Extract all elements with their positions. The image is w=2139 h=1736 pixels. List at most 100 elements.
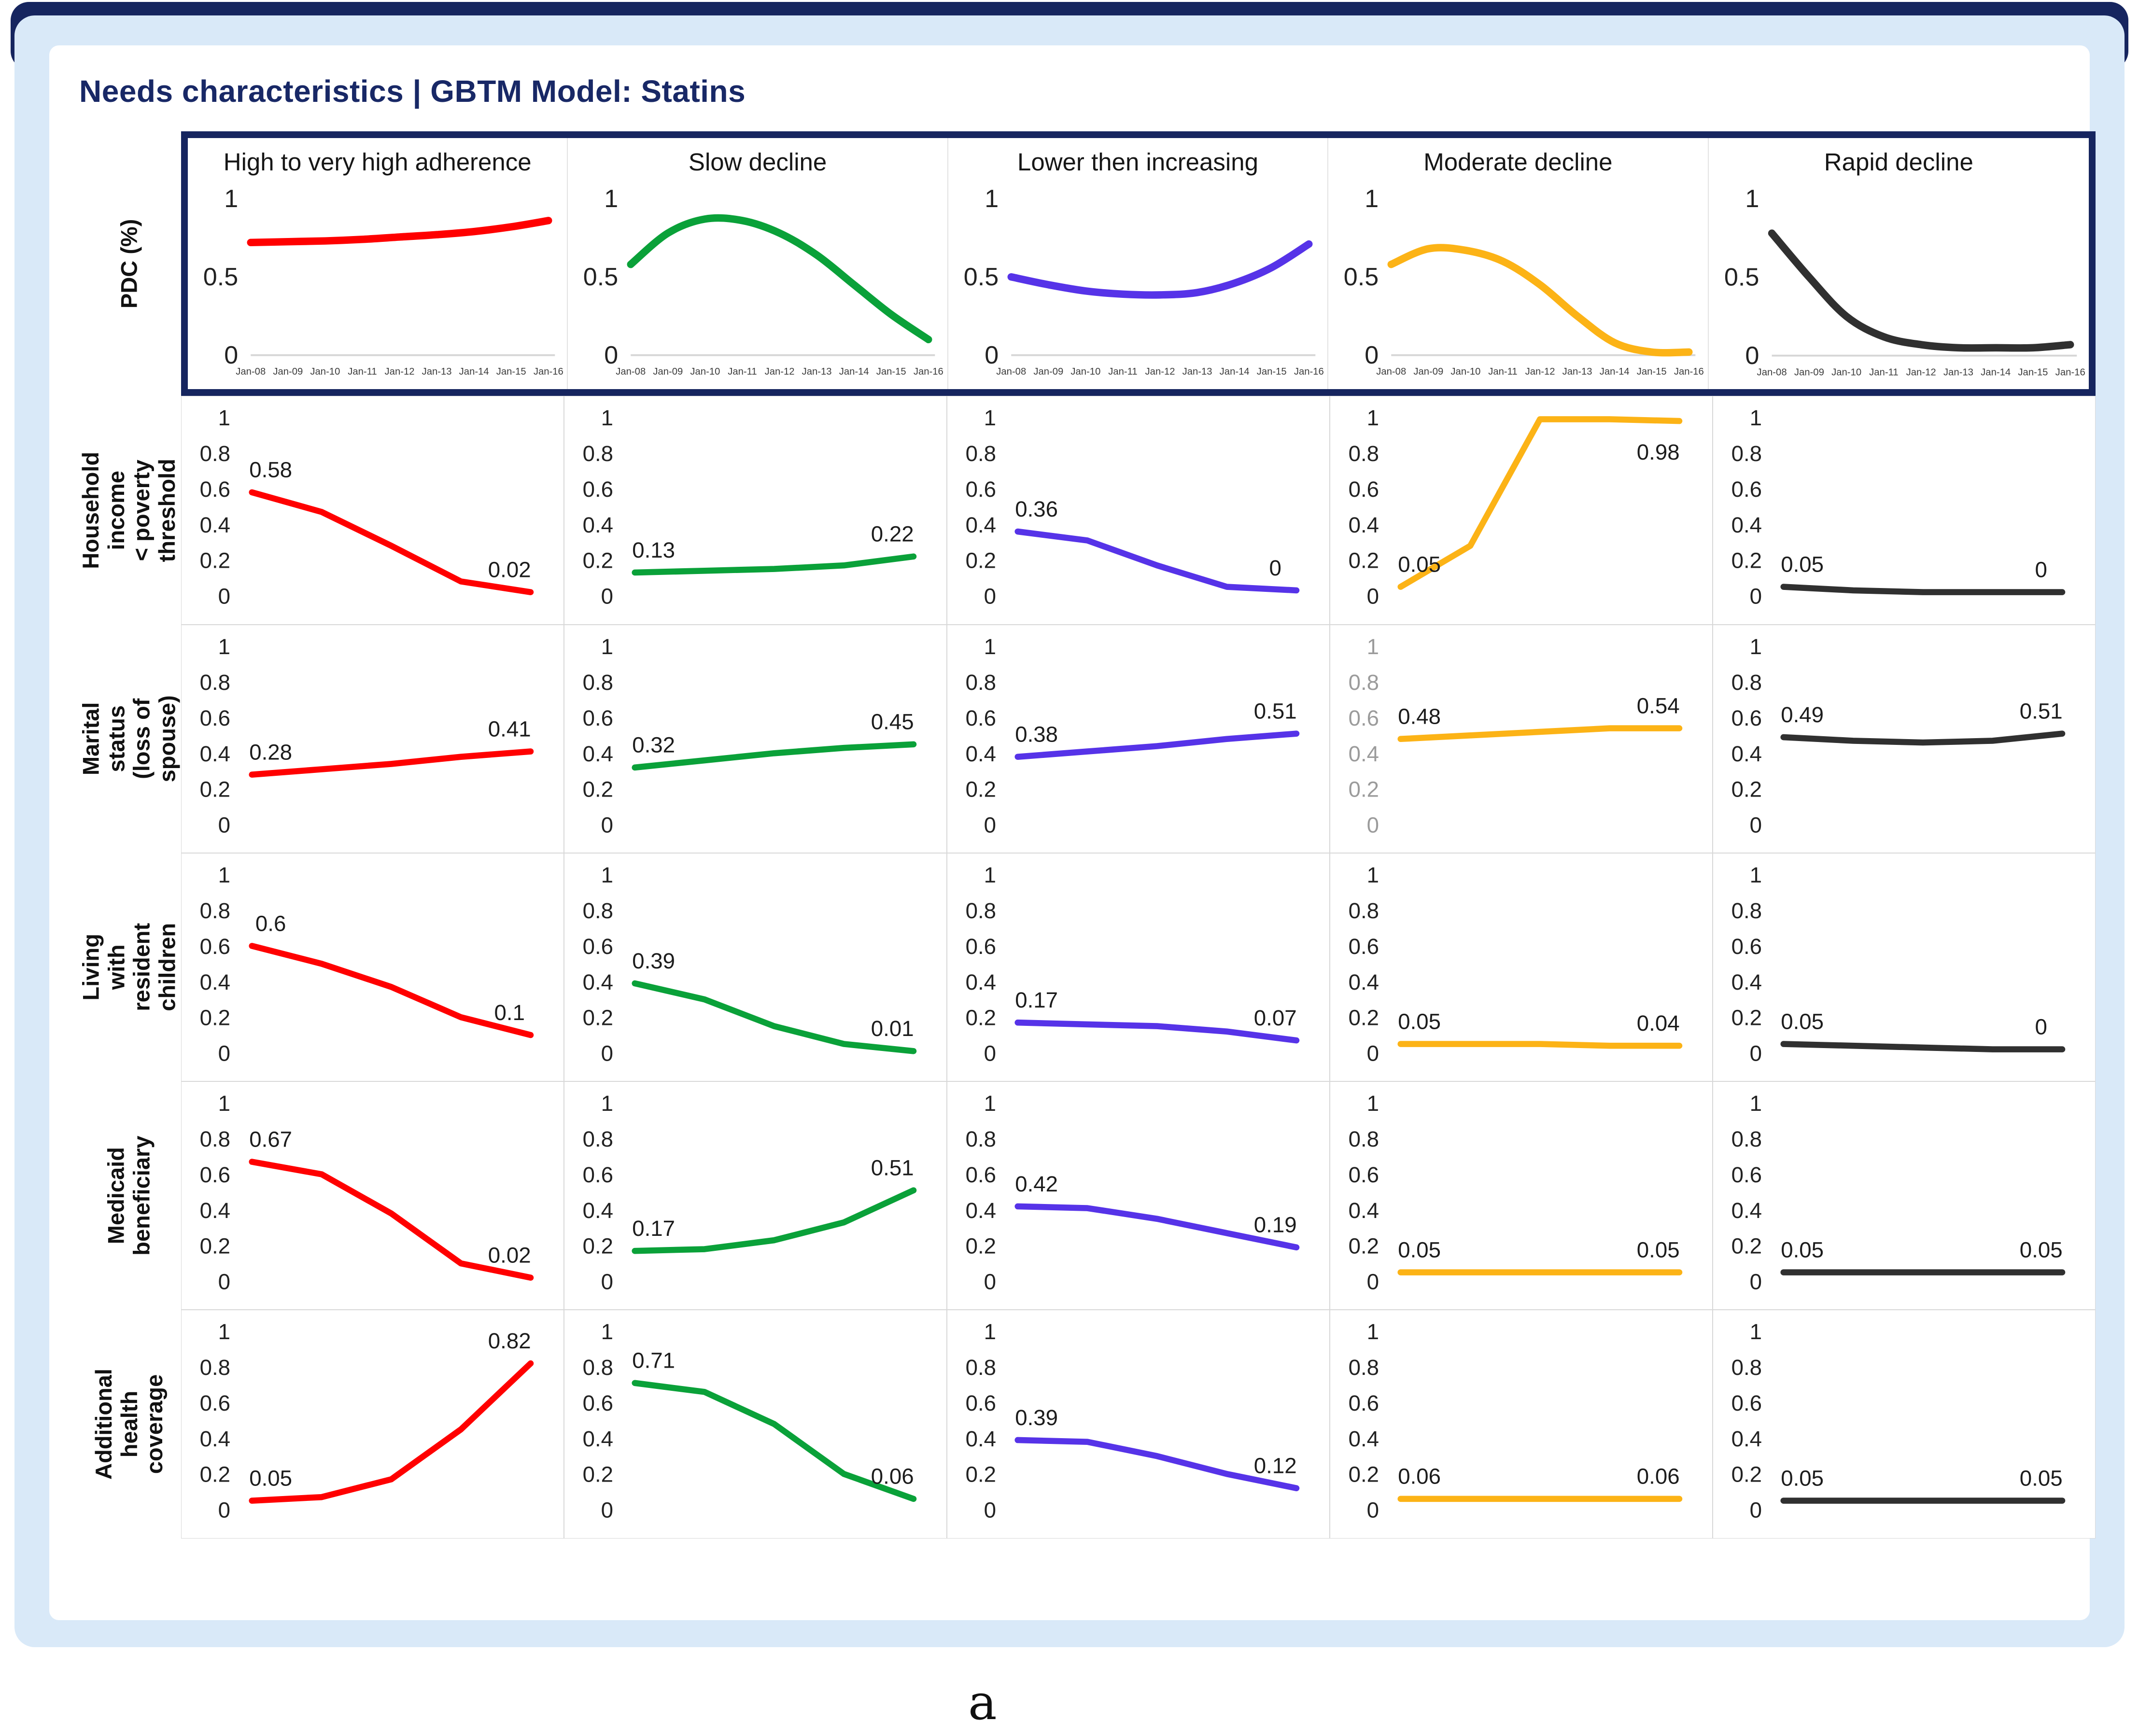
start-value-label: 0.39 [1015,1405,1058,1430]
start-value-label: 0.05 [1398,552,1441,577]
chart-cell-living_children-slow: 1 0.8 0.6 0.4 0.2 0 0.39 0.01 [564,853,947,1082]
end-value-label: 0.41 [488,716,531,741]
y-axis-tick: 0.6 [1731,1391,1762,1415]
y-axis-tick: 0.8 [583,898,613,923]
x-axis-tick: Jan-11 [728,366,757,377]
y-axis-tick: 0.8 [1731,1127,1762,1151]
pdc-row-highlight-box: High to very high adherence Slow decline L… [181,131,2096,396]
y-axis-tick: 0 [1750,1270,1762,1294]
y-axis-tick: 1 [984,863,996,887]
start-value-label: 0.36 [1015,497,1058,521]
characteristic-chart: 1 0.8 0.6 0.4 0.2 0 0.05 0.05 [1731,1320,2066,1523]
y-axis-tick: 1 [984,1320,996,1344]
y-axis-tick: 0.6 [966,477,996,502]
trajectory-line [1397,1041,1683,1049]
y-axis-tick: 1 [601,1091,613,1116]
trajectory-line [1780,1041,2066,1052]
row-label-pdc: PDC (%) [77,131,181,396]
row-label-text: Household income < poverty threshold [78,451,180,569]
end-value-label: 0.1 [494,1000,525,1025]
y-axis-tick: 0.8 [1731,670,1762,695]
start-value-label: 0.05 [1781,1238,1824,1262]
trajectory-line [249,489,534,596]
characteristic-chart: 1 0.8 0.6 0.4 0.2 0 0.05 0.98 [1349,406,1683,609]
y-axis-tick: 1 [984,634,996,659]
y-axis-tick: 0 [1365,341,1379,369]
trajectory-line [627,214,932,344]
characteristic-chart: 1 0.8 0.6 0.4 0.2 0 0.05 0 [1731,406,2066,609]
y-axis-tick: 0.4 [200,1198,230,1223]
y-axis-tick: 0.8 [583,1356,613,1380]
y-axis-tick: 1 [1750,406,1762,431]
start-value-label: 0.13 [632,538,675,562]
x-axis-tick: Jan-08 [236,366,266,377]
characteristic-chart: 1 0.8 0.6 0.4 0.2 0 0.28 0.41 [200,634,534,837]
y-axis-tick: 0.4 [583,1198,613,1223]
end-value-label: 0 [2035,558,2047,582]
y-axis-tick: 1 [601,634,613,659]
end-value-label: 0.45 [871,709,914,734]
trajectory-line [249,1159,534,1281]
y-axis-tick: 0.2 [1731,777,1762,801]
chart-cell-household_income-high: 1 0.8 0.6 0.4 0.2 0 0.58 0.02 [181,396,564,625]
y-axis-tick: 0.6 [583,1162,613,1187]
y-axis-tick: 1 [1367,1091,1379,1116]
y-axis-tick: 0 [984,1270,996,1294]
start-value-label: 0.6 [255,911,286,936]
x-axis-tick: Jan-13 [1943,367,1973,378]
x-axis-tick: Jan-14 [1981,367,2011,378]
y-axis-tick: 0.8 [583,1127,613,1151]
x-axis-tick: Jan-10 [1070,366,1100,377]
column-header-rapid: Rapid decline [1824,148,1973,176]
trajectory-line [1014,1019,1300,1044]
y-axis-tick: 0.4 [1349,513,1379,537]
end-value-label: 0 [2035,1014,2047,1039]
y-axis-tick: 0.8 [200,1356,230,1380]
characteristic-chart: 1 0.8 0.6 0.4 0.2 0 0.48 0.54 [1349,634,1683,837]
y-axis-tick: 0.4 [1731,513,1762,537]
start-value-label: 0.71 [632,1348,675,1373]
x-axis-tick: Jan-08 [996,366,1026,377]
chart-cell-additional_coverage-high: 1 0.8 0.6 0.4 0.2 0 0.05 0.82 [181,1310,564,1539]
end-value-label: 0.06 [871,1464,914,1489]
trajectory-line [632,1380,917,1502]
y-axis-tick: 0 [984,584,996,609]
trajectory-line [1014,1203,1300,1251]
pdc-cell-lower: 1 0.5 0 Jan-08 Jan-09 Jan-10 Jan-11 Jan-12 Jan-1… [948,179,1329,390]
x-axis-tick: Jan-16 [534,366,563,377]
y-axis-tick: 0 [1745,342,1759,370]
trajectory-line [632,741,917,770]
y-axis-tick: 0.6 [1349,706,1379,730]
y-axis-tick: 0.4 [966,741,996,766]
y-axis-tick: 0.2 [1349,777,1379,801]
x-axis-tick: Jan-10 [690,366,720,377]
y-axis-tick: 0.2 [583,777,613,801]
characteristic-chart: 1 0.8 0.6 0.4 0.2 0 0.17 0.51 [583,1091,917,1294]
trajectory-line [1014,1437,1300,1492]
y-axis-tick: 0 [601,1498,613,1523]
characteristic-chart: 1 0.8 0.6 0.4 0.2 0 0.17 0.07 [966,863,1300,1065]
y-axis-tick: 1 [218,1091,230,1116]
y-axis-tick: 0 [1750,1498,1762,1523]
y-axis-tick: 1 [1367,634,1379,659]
y-axis-tick: 0.6 [966,706,996,730]
y-axis-tick: 0.6 [200,1391,230,1415]
x-axis-tick: Jan-16 [1674,366,1704,377]
y-axis-tick: 0.6 [200,934,230,959]
page-title: Needs characteristics | GBTM Model: Stat… [79,74,746,109]
y-axis-tick: 0 [218,1270,230,1294]
y-axis-tick: 0.2 [200,777,230,801]
figure-letter-label: a [968,1674,997,1731]
start-value-label: 0.05 [1781,1466,1824,1491]
characteristic-chart: 1 0.8 0.6 0.4 0.2 0 0.42 0.19 [966,1091,1300,1294]
x-axis-tick: Jan-12 [1145,366,1175,377]
y-axis-tick: 0.6 [1731,477,1762,502]
row-label-household_income: Household income < poverty threshold [77,396,181,624]
x-axis-tick: Jan-08 [616,366,646,377]
y-axis-tick: 0.6 [200,1162,230,1187]
row-label-text: Additional health coverage [90,1369,167,1480]
end-value-label: 0.51 [871,1156,914,1180]
x-axis-tick: Jan-10 [1451,366,1481,377]
